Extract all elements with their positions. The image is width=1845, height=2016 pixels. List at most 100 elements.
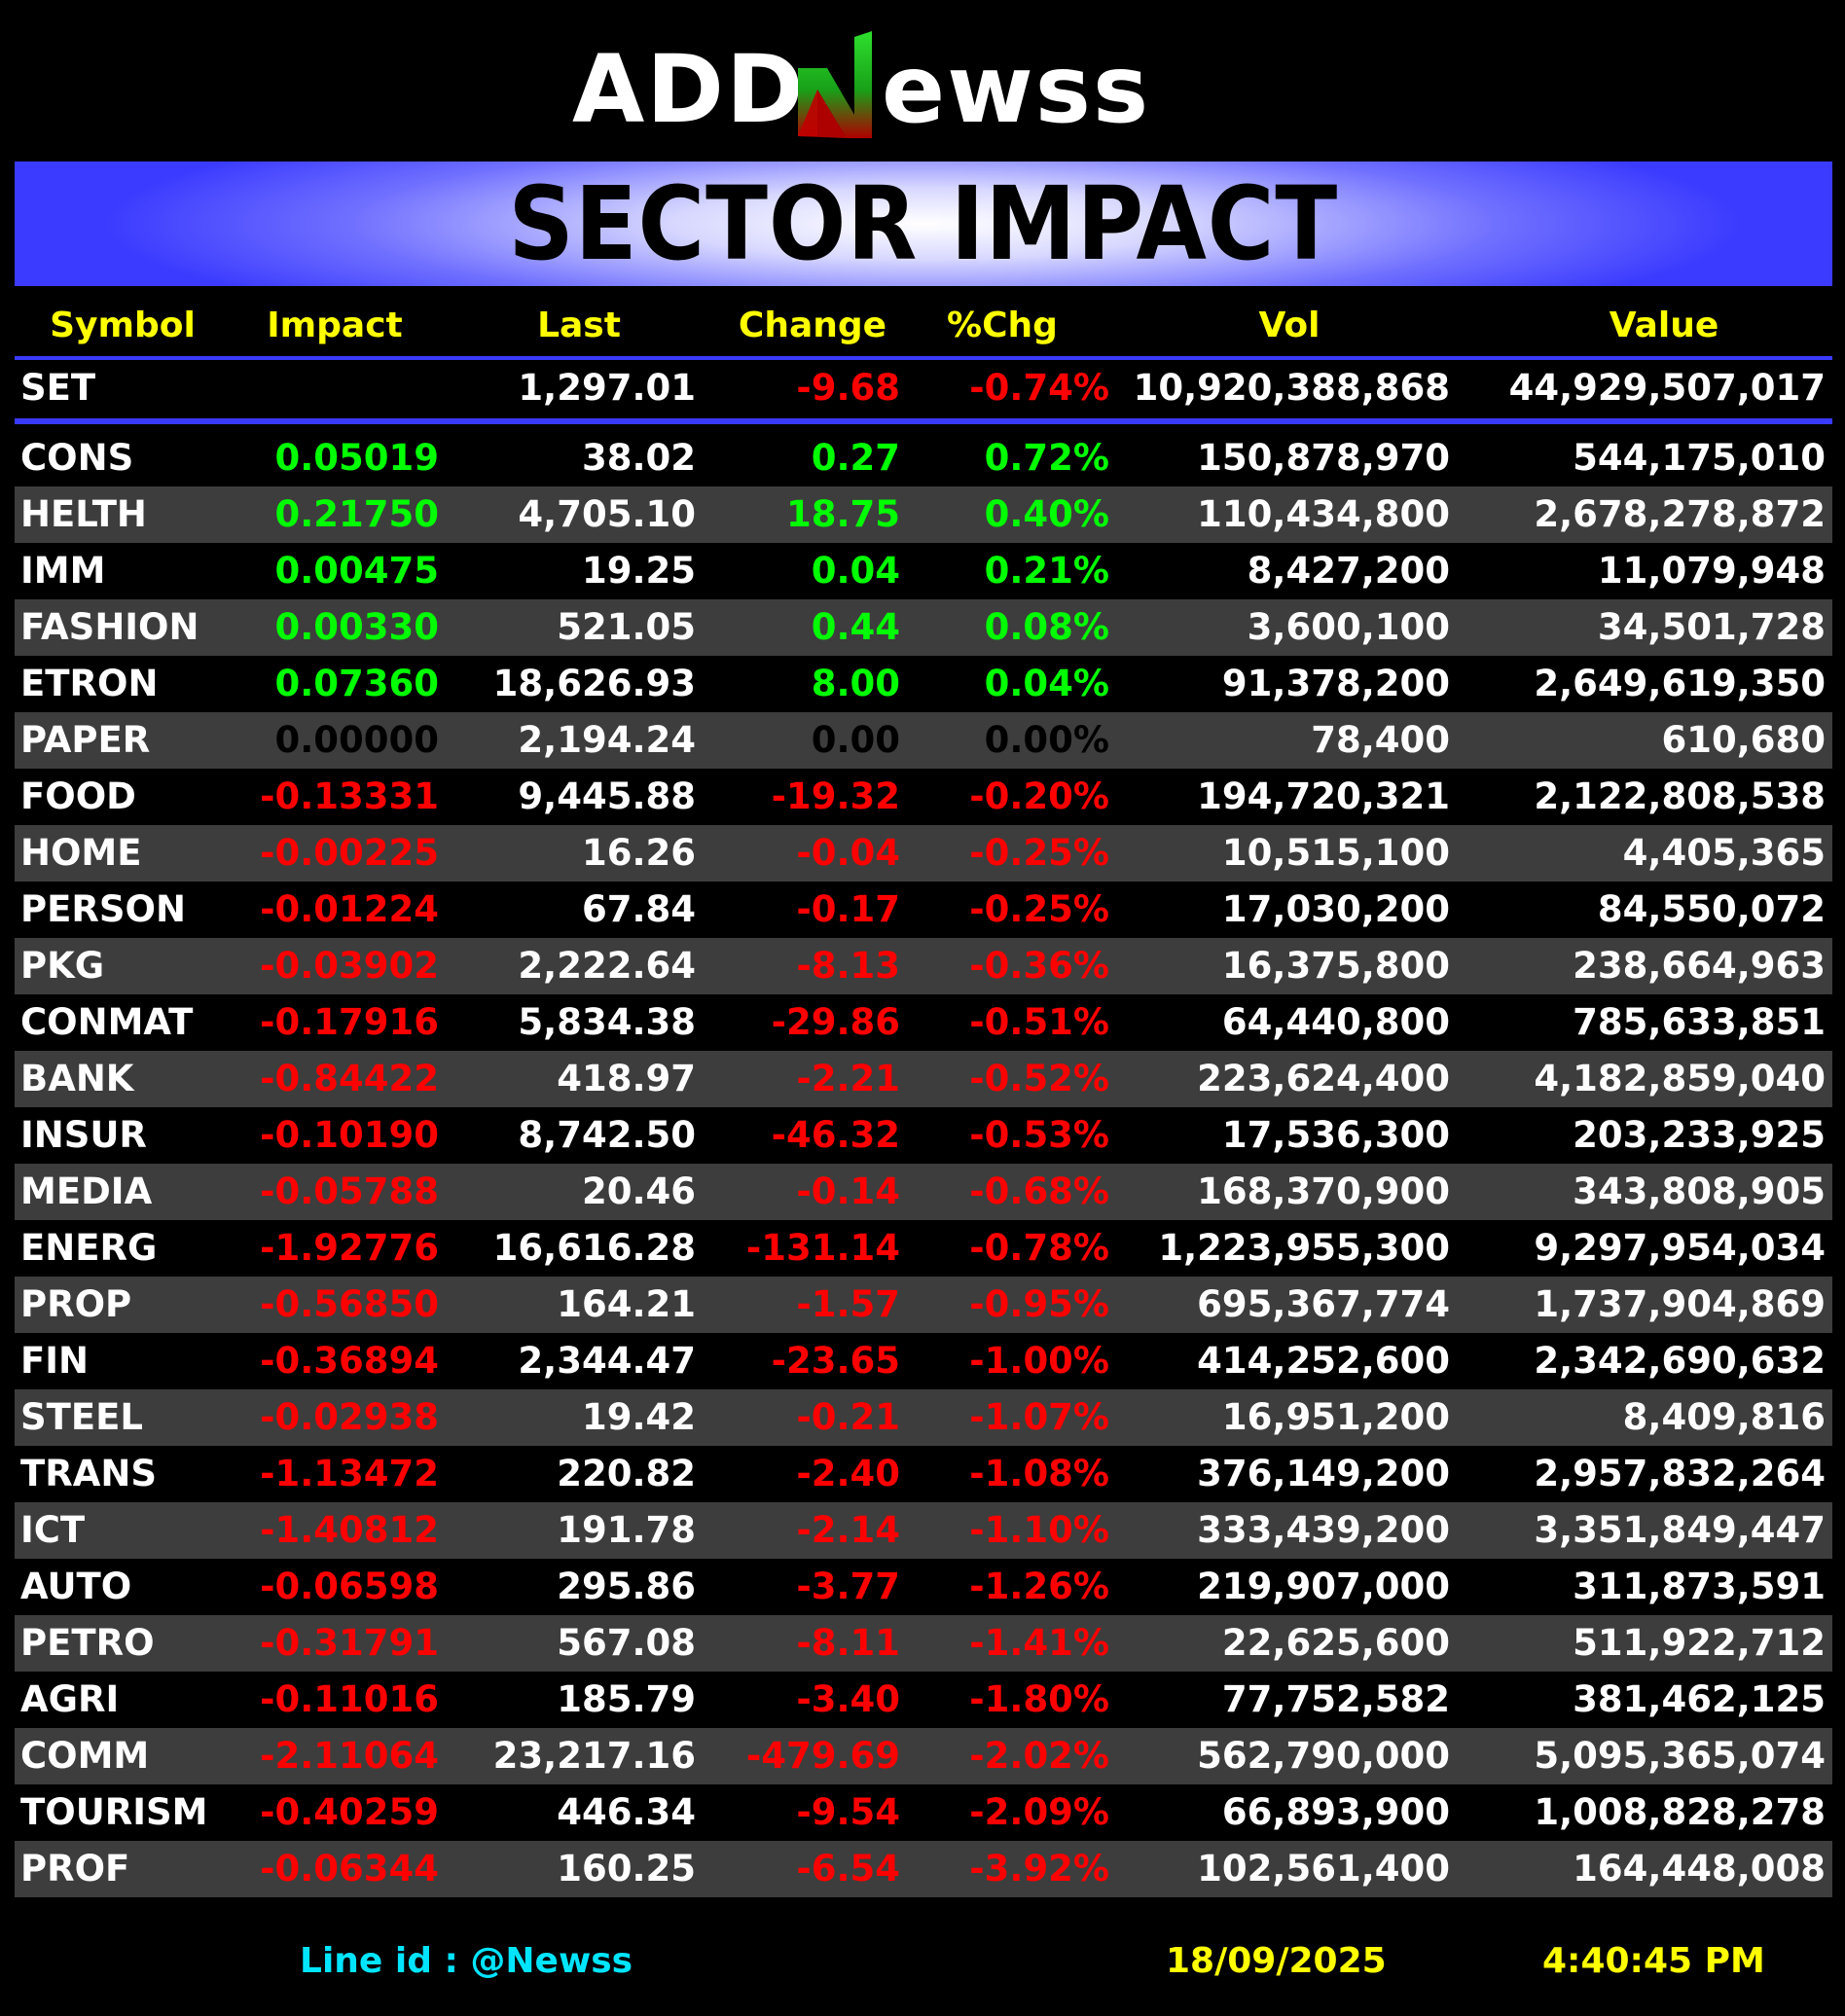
column-header-last: Last <box>537 306 621 345</box>
row-pct-change: -2.02% <box>969 1735 1109 1777</box>
row-impact: -0.05788 <box>260 1170 439 1212</box>
row-volume: 77,752,582 <box>1221 1678 1450 1720</box>
row-impact: -0.02938 <box>260 1396 439 1438</box>
row-symbol: CONMAT <box>20 1001 194 1043</box>
row-impact: 0.07360 <box>274 663 439 704</box>
row-value: 2,678,278,872 <box>1534 493 1826 535</box>
row-volume: 78,400 <box>1311 719 1450 761</box>
row-value: 2,649,619,350 <box>1534 663 1826 704</box>
row-last: 160.25 <box>557 1848 696 1890</box>
row-pct-change: -1.10% <box>969 1509 1109 1551</box>
row-last: 2,344.47 <box>518 1340 696 1382</box>
row-last: 2,194.24 <box>518 719 696 761</box>
row-volume: 17,536,300 <box>1221 1114 1450 1156</box>
table-row: CONMAT -0.17916 5,834.38 -29.86 -0.51% 64,440… <box>15 994 1832 1051</box>
row-value: 2,122,808,538 <box>1534 775 1826 817</box>
row-value: 785,633,851 <box>1573 1001 1826 1043</box>
row-volume: 695,367,774 <box>1197 1283 1450 1325</box>
row-volume: 376,149,200 <box>1197 1453 1450 1494</box>
row-value: 238,664,963 <box>1573 945 1826 987</box>
row-last: 4,705.10 <box>518 493 696 535</box>
row-symbol: BANK <box>20 1058 134 1099</box>
row-volume: 110,434,800 <box>1197 493 1450 535</box>
table-row: CONS 0.05019 38.02 0.27 0.72% 150,878,970 544,… <box>15 430 1832 486</box>
row-value: 311,873,591 <box>1573 1566 1826 1607</box>
row-last: 16.26 <box>581 832 696 874</box>
row-last: 67.84 <box>581 888 696 930</box>
row-symbol: PROF <box>20 1848 130 1890</box>
row-volume: 3,600,100 <box>1247 606 1450 648</box>
row-symbol: FOOD <box>20 775 136 817</box>
row-change: -19.32 <box>771 775 900 817</box>
row-last: 19.25 <box>581 550 696 592</box>
table-row: IMM 0.00475 19.25 0.04 0.21% 8,427,200 11,079,… <box>15 543 1832 599</box>
table-row: HOME -0.00225 16.26 -0.04 -0.25% 10,515,100 4,… <box>15 825 1832 882</box>
row-value: 9,297,954,034 <box>1534 1227 1826 1269</box>
row-impact: -0.36894 <box>260 1340 439 1382</box>
row-last: 521.05 <box>557 606 696 648</box>
row-last: 220.82 <box>557 1453 696 1494</box>
row-pct-change: 0.72% <box>984 437 1109 479</box>
row-volume: 102,561,400 <box>1197 1848 1450 1890</box>
row-change: -8.11 <box>796 1622 900 1664</box>
table-row: FASHION 0.00330 521.05 0.44 0.08% 3,600,100 34… <box>15 599 1832 656</box>
row-value: 1,737,904,869 <box>1534 1283 1826 1325</box>
row-value: 5,095,365,074 <box>1534 1735 1826 1777</box>
table-row: TOURISM -0.40259 446.34 -9.54 -2.09% 66,893,9… <box>15 1784 1832 1841</box>
row-volume: 219,907,000 <box>1197 1566 1450 1607</box>
row-last: 16,616.28 <box>492 1227 696 1269</box>
row-value: 11,079,948 <box>1597 550 1826 592</box>
row-pct-change: 0.21% <box>984 550 1109 592</box>
row-symbol: PERSON <box>20 888 186 930</box>
row-pct-change: -1.41% <box>969 1622 1109 1664</box>
row-volume: 194,720,321 <box>1197 775 1450 817</box>
row-pct-change: -1.00% <box>969 1340 1109 1382</box>
row-last: 19.42 <box>581 1396 696 1438</box>
row-symbol: CONS <box>20 437 134 479</box>
row-symbol: TRANS <box>20 1453 157 1494</box>
row-value: 34,501,728 <box>1597 606 1826 648</box>
row-volume: 168,370,900 <box>1197 1170 1450 1212</box>
row-value: 381,462,125 <box>1573 1678 1826 1720</box>
row-volume: 150,878,970 <box>1197 437 1450 479</box>
table-row: FOOD -0.13331 9,445.88 -19.32 -0.20% 194,720,… <box>15 769 1832 825</box>
row-last: 20.46 <box>581 1170 696 1212</box>
row-volume: 8,427,200 <box>1247 550 1450 592</box>
index-row: SET 1,297.01 -9.68 -0.74% 10,920,388,868… <box>15 360 1832 424</box>
row-change: -0.21 <box>796 1396 900 1438</box>
row-symbol: SET <box>20 367 96 409</box>
row-last: 191.78 <box>557 1509 696 1551</box>
row-last: 418.97 <box>557 1058 696 1099</box>
row-last: 2,222.64 <box>518 945 696 987</box>
row-impact <box>161 360 439 416</box>
column-header-value: Value <box>1609 306 1719 345</box>
row-pct-change: 0.04% <box>984 663 1109 704</box>
table-row: PERSON -0.01224 67.84 -0.17 -0.25% 17,030,200… <box>15 882 1832 938</box>
row-value: 511,922,712 <box>1573 1622 1826 1664</box>
row-pct-change: -0.25% <box>969 888 1109 930</box>
column-header-volume: Vol <box>1258 306 1320 345</box>
row-last: 1,297.01 <box>518 367 696 409</box>
table-row: PROP -0.56850 164.21 -1.57 -0.95% 695,367,774… <box>15 1277 1832 1333</box>
row-volume: 1,223,955,300 <box>1158 1227 1450 1269</box>
row-volume: 91,378,200 <box>1221 663 1450 704</box>
row-volume: 562,790,000 <box>1197 1735 1450 1777</box>
table-row: AGRI -0.11016 185.79 -3.40 -1.80% 77,752,582 3… <box>15 1672 1832 1728</box>
row-value: 84,550,072 <box>1597 888 1826 930</box>
row-pct-change: -0.53% <box>969 1114 1109 1156</box>
row-value: 2,342,690,632 <box>1534 1340 1826 1382</box>
row-symbol: PAPER <box>20 719 151 761</box>
sector-rows: CONS 0.05019 38.02 0.27 0.72% 150,878,970 544,… <box>15 430 1832 1897</box>
row-impact: -0.40259 <box>260 1791 439 1833</box>
row-last: 567.08 <box>557 1622 696 1664</box>
table-row: ETRON 0.07360 18,626.93 8.00 0.04% 91,378,200… <box>15 656 1832 712</box>
row-value: 4,405,365 <box>1622 832 1826 874</box>
row-change: 8.00 <box>811 663 900 704</box>
row-last: 164.21 <box>557 1283 696 1325</box>
row-volume: 16,375,800 <box>1221 945 1450 987</box>
row-volume: 22,625,600 <box>1221 1622 1450 1664</box>
row-symbol: COMM <box>20 1735 150 1777</box>
row-symbol: HOME <box>20 832 142 874</box>
row-symbol: FIN <box>20 1340 90 1382</box>
row-change: -6.54 <box>796 1848 900 1890</box>
